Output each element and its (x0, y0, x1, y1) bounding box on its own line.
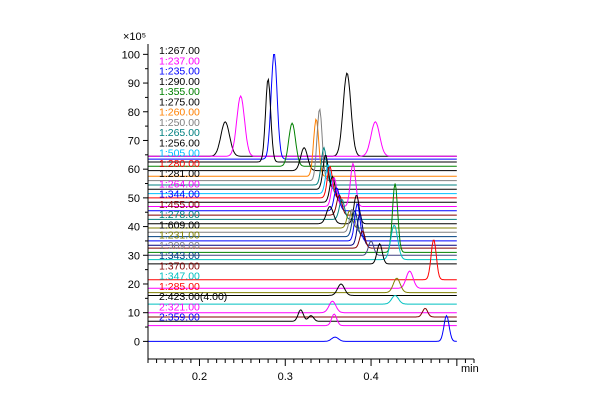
series-line-6 (148, 147, 457, 172)
legend-entry: 1:609.00 (159, 219, 200, 231)
x-tick-label: 0.3 (278, 371, 293, 383)
legend-entry: 1:256.00 (159, 137, 200, 149)
series-line-13 (148, 175, 457, 203)
legend-entry: 1:267.00 (159, 45, 200, 57)
legend-entry: 1:344.00 (159, 189, 200, 201)
series-line-23 (148, 212, 457, 246)
legend-entry: 2:423.00(4.00) (159, 291, 227, 303)
x-tick-label: 0.4 (363, 371, 378, 383)
series-line-14 (148, 161, 457, 207)
legend-entry: 2:359.00 (159, 312, 200, 324)
legend-entry: 1:347.00 (159, 271, 200, 283)
legend-entry: 1:455.00 (159, 199, 200, 211)
legend-entry: 1:235.00 (159, 66, 200, 78)
y-tick-label: 40 (128, 222, 140, 234)
x-tick-label: 0.2 (192, 371, 207, 383)
series-line-24 (148, 230, 457, 249)
legend-entry: 1:355.00 (159, 86, 200, 98)
series-line-21 (148, 209, 457, 238)
legend-entry: 1:505.00 (159, 148, 200, 160)
legend-entry: 1:275.00 (159, 96, 200, 108)
y-tick-label: 100 (122, 49, 140, 61)
series-line-25 (148, 183, 457, 253)
series-line-35 (148, 307, 457, 318)
legend-entry: 1:250.00 (159, 117, 200, 129)
series-traces (148, 54, 457, 342)
y-tick-label: 30 (128, 250, 140, 262)
legend-entry: 1:290.00 (159, 76, 200, 88)
series-line-32 (148, 283, 457, 296)
legend-entry: 1:237.00 (159, 55, 200, 67)
series-line-33 (148, 294, 457, 305)
series-line-38 (148, 314, 457, 342)
series-line-9 (148, 146, 457, 186)
y-tick-label: 90 (128, 78, 140, 90)
series-line-31 (148, 277, 457, 294)
series-line-16 (148, 194, 457, 216)
series-line-30 (148, 270, 457, 289)
legend-entry: 1:278.00 (159, 209, 200, 221)
series-line-19 (148, 210, 457, 229)
series-line-22 (148, 202, 457, 242)
y-tick-label: 20 (128, 279, 140, 291)
legend-entry: 1:309.00 (159, 240, 200, 252)
y-multiplier-label: ×10⁵ (123, 31, 146, 43)
legend-entry: 1:281.00 (159, 168, 200, 180)
legend-entry: 1:370.00 (159, 260, 200, 272)
series-line-4 (148, 77, 457, 163)
axes: 0 10 20 30 40 50 60 70 80 90 100 0.2 0.3 0.4 (122, 44, 475, 383)
legend-entry: 1:231.00 (159, 230, 200, 242)
legend-entry: 1:280.00 (159, 158, 200, 170)
legend-entry: 2:321.00 (159, 301, 200, 313)
series-line-11 (148, 163, 457, 195)
series-line-12 (148, 165, 457, 199)
legend-entry: 1:285.00 (159, 281, 200, 293)
legend-entry: 1:265.00 (159, 127, 200, 139)
series-line-7 (148, 118, 457, 177)
series-line-8 (148, 107, 457, 182)
series-line-20 (148, 208, 457, 233)
series-line-2 (148, 94, 457, 157)
legend-entry: 1:264.00 (159, 178, 200, 190)
series-line-26 (148, 240, 457, 256)
legend-entry: 1:343.00 (159, 250, 200, 262)
x-axis-label: min (461, 363, 479, 375)
series-line-28 (148, 242, 457, 265)
y-tick-label: 10 (128, 308, 140, 320)
series-line-18 (148, 195, 457, 225)
legend-entry: 1:260.00 (159, 107, 200, 119)
series-line-37 (148, 313, 457, 327)
y-tick-label: 50 (128, 193, 140, 205)
legend: 1:267.001:237.001:235.001:290.001:355.00… (159, 45, 227, 324)
y-tick-label: 70 (128, 135, 140, 147)
series-line-27 (148, 224, 457, 261)
series-line-15 (148, 187, 457, 212)
y-tick-label: 0 (134, 336, 140, 348)
series-line-5 (148, 122, 457, 167)
series-line-36 (148, 309, 457, 322)
series-line-3 (148, 54, 457, 160)
series-line-10 (148, 155, 457, 190)
y-tick-label: 80 (128, 107, 140, 119)
series-line-17 (148, 198, 457, 220)
y-tick-label: 60 (128, 164, 140, 176)
